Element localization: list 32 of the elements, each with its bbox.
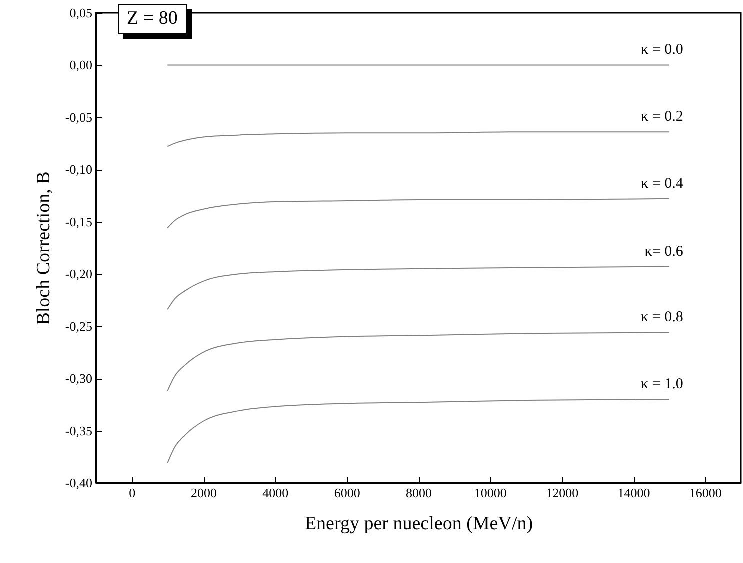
y-tick-label: -0,30	[65, 371, 92, 386]
annotation: Z = 80	[118, 4, 187, 34]
series-label: κ = 0.2	[641, 109, 684, 126]
series-label: κ = 0.8	[641, 310, 684, 326]
y-tick-label: -0,10	[65, 162, 92, 178]
y-tick-label: 0,05	[70, 6, 92, 20]
series-label: κ = 0.0	[641, 42, 684, 58]
y-tick-label: -0,25	[65, 318, 92, 334]
x-tick-label: 6000	[334, 486, 360, 500]
line-series	[167, 132, 670, 148]
line-series	[167, 398, 670, 464]
x-tick-label: 14000	[618, 486, 650, 500]
series-label: κ = 1.0	[641, 376, 684, 392]
x-axis-title: Energy per nuecleon (MeV/n)	[304, 514, 534, 534]
x-tick-label: 16000	[689, 486, 722, 500]
y-tick-label: -0,15	[65, 214, 92, 230]
series-label: κ= 0.6	[644, 244, 684, 260]
x-tick-label: 4000	[262, 486, 289, 500]
y-tick-label: 0,00	[70, 58, 92, 73]
x-tick-label: 0	[129, 486, 136, 500]
y-axis-title: Bloch Correction, B	[33, 172, 54, 326]
line-series	[167, 198, 670, 229]
y-tick-label: -0,40	[65, 476, 92, 490]
y-tick-label: -0,35	[65, 423, 92, 438]
y-tick-label: -0,20	[65, 266, 92, 282]
line-series	[167, 266, 670, 310]
x-tick-label: 12000	[546, 486, 579, 500]
x-tick-label: 10000	[474, 486, 507, 500]
y-tick-label: -0,05	[65, 110, 92, 125]
x-tick-label: 8000	[406, 486, 432, 500]
series-label: κ = 0.4	[641, 176, 684, 192]
x-tick-label: 2000	[191, 486, 217, 500]
